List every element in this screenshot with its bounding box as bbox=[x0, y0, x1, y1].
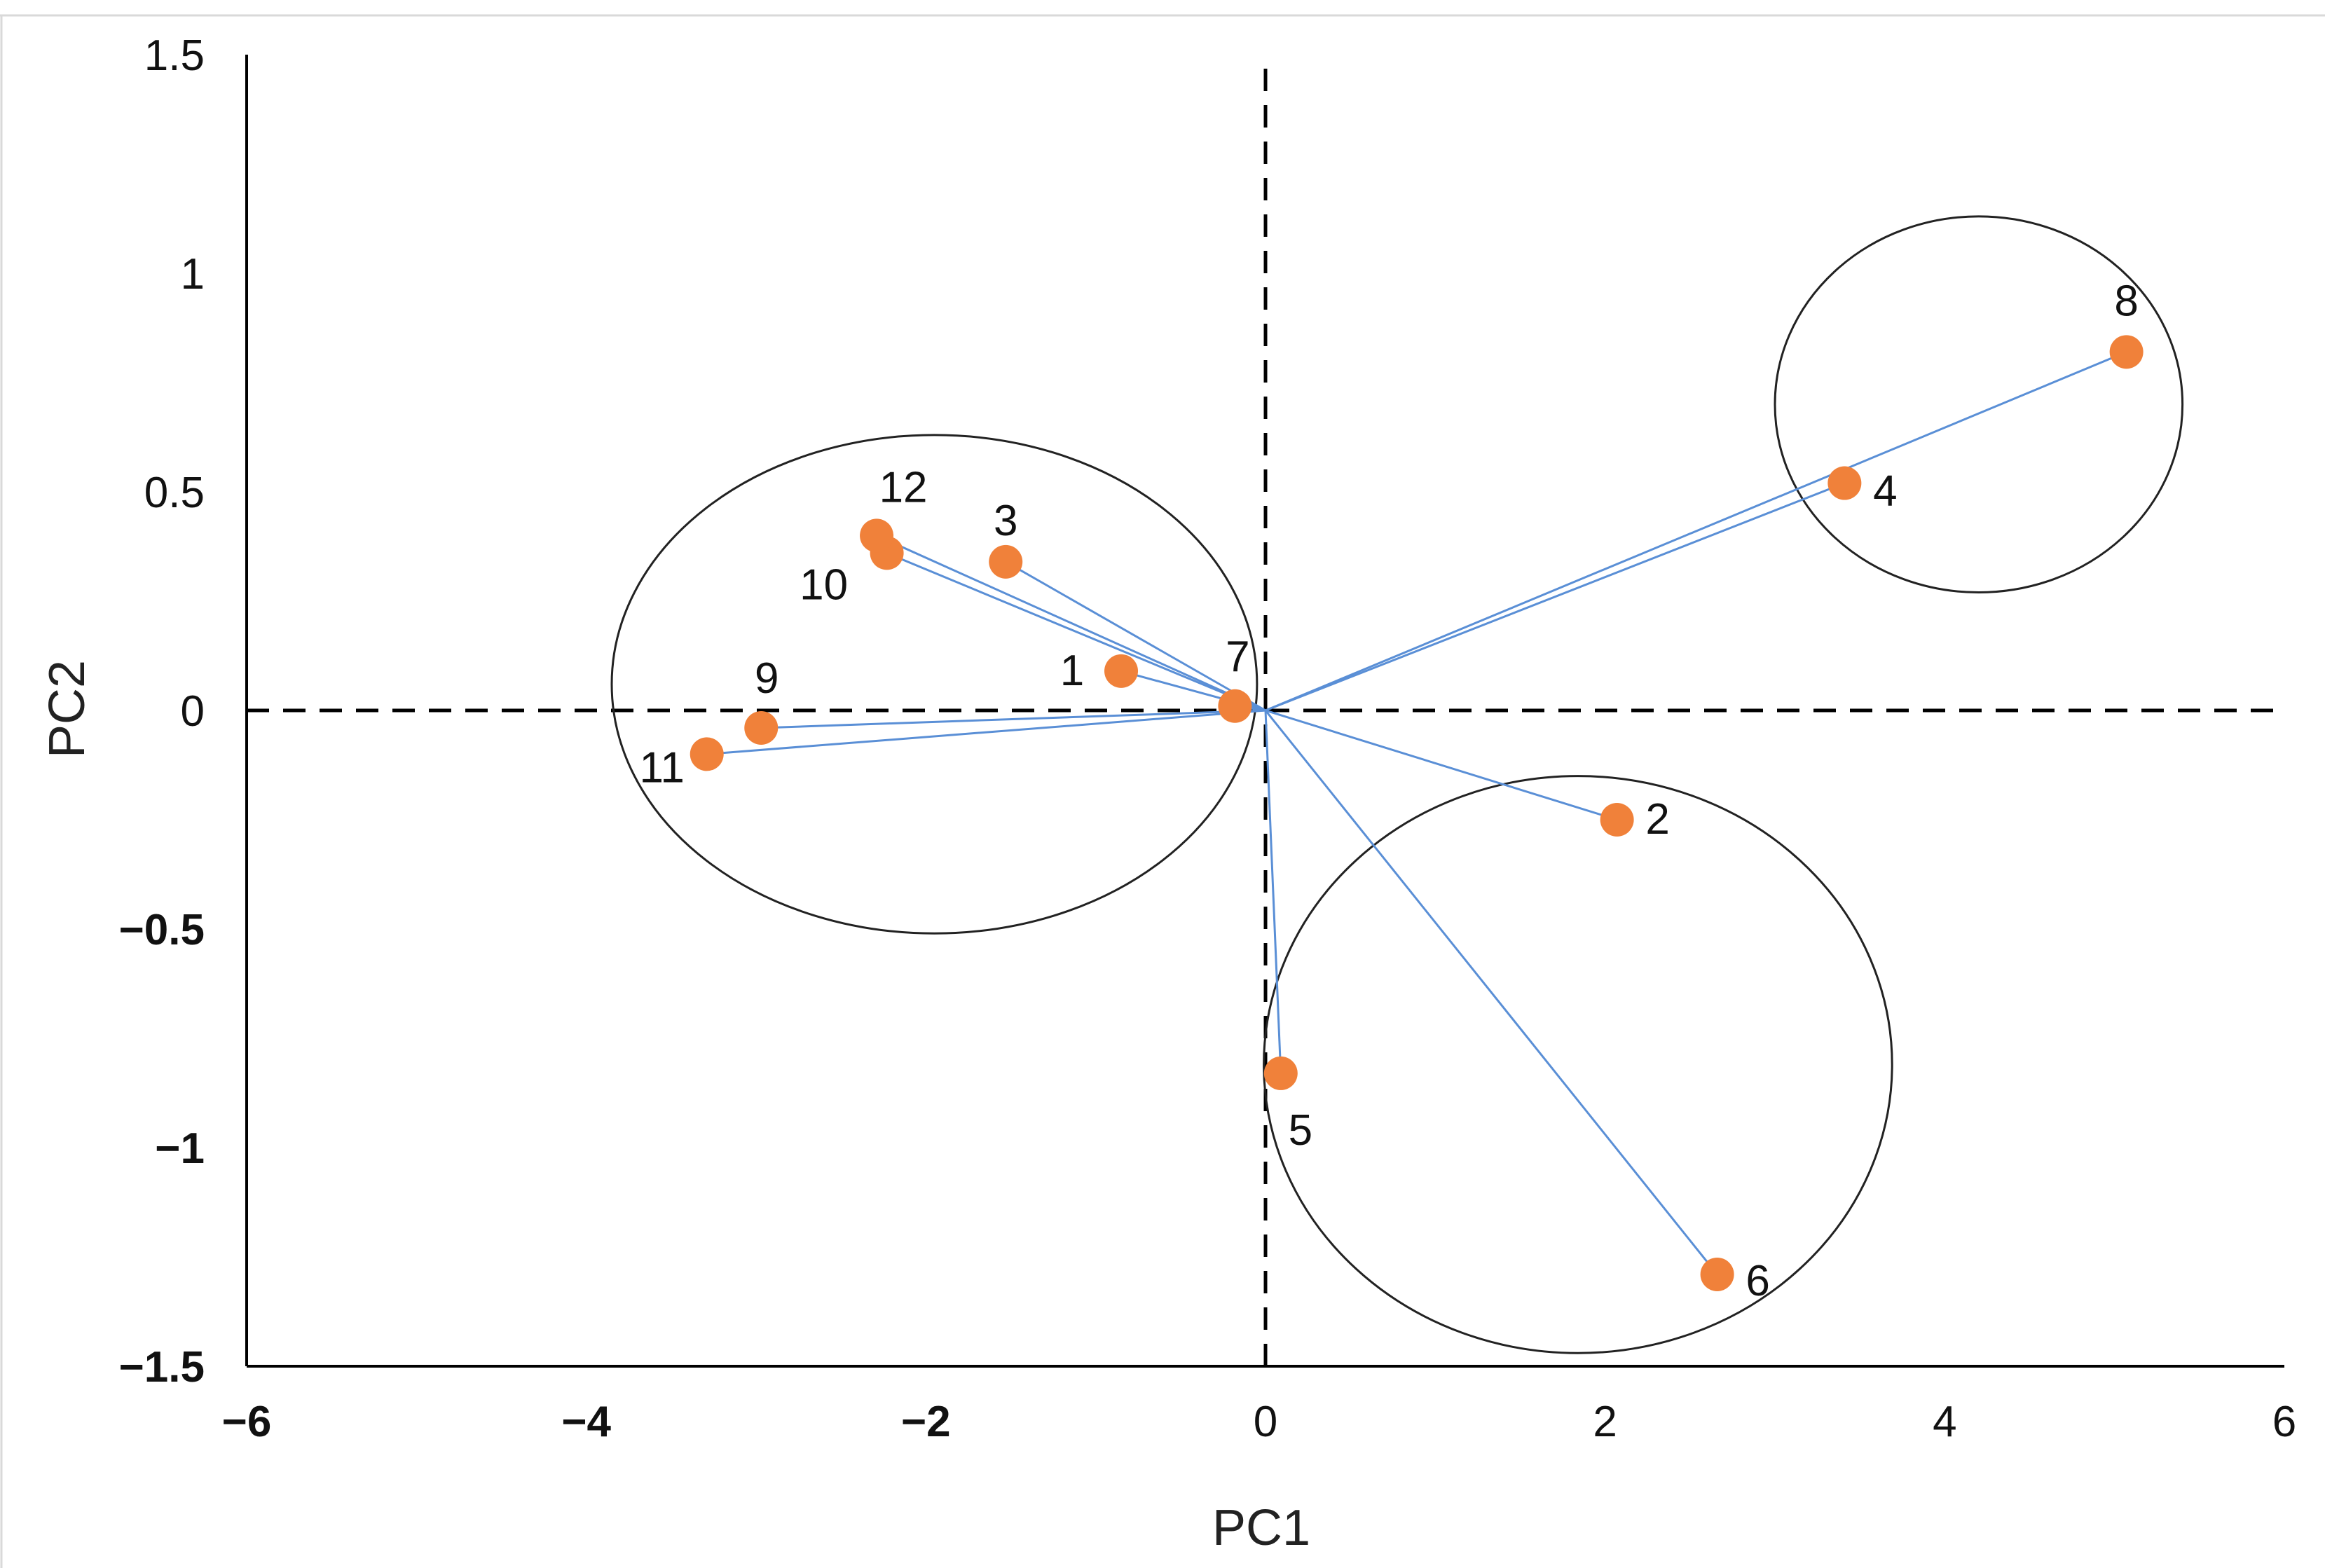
data-point bbox=[1700, 1257, 1734, 1291]
point-label: 11 bbox=[640, 743, 685, 792]
y-axis-title: PC2 bbox=[39, 660, 95, 758]
x-tick-label: 0 bbox=[1254, 1398, 1277, 1446]
data-point bbox=[744, 710, 779, 745]
y-tick-label: 0 bbox=[181, 687, 205, 736]
y-tick-label: −1 bbox=[155, 1125, 205, 1173]
reference-lines-layer bbox=[247, 69, 2284, 1366]
y-tick-label: −1.5 bbox=[119, 1343, 205, 1391]
x-tick-label: 4 bbox=[1933, 1398, 1956, 1446]
cluster-ellipses-layer bbox=[610, 215, 2184, 1354]
data-point bbox=[1104, 654, 1139, 688]
point-label: 6 bbox=[1746, 1257, 1769, 1305]
vector-line bbox=[1264, 710, 1282, 1073]
point-label: 7 bbox=[1226, 633, 1249, 681]
vector-line bbox=[886, 551, 1266, 712]
data-point bbox=[2109, 335, 2144, 369]
vector-line bbox=[761, 709, 1266, 729]
point-label: 9 bbox=[755, 654, 779, 703]
vector-line bbox=[1265, 482, 1845, 712]
point-label: 4 bbox=[1873, 467, 1897, 516]
vector-line bbox=[1005, 561, 1266, 712]
point-label: 2 bbox=[1645, 795, 1669, 844]
data-point bbox=[1600, 803, 1634, 837]
data-point bbox=[1218, 689, 1252, 723]
point-label: 12 bbox=[879, 463, 928, 511]
point-label: 10 bbox=[800, 561, 848, 609]
vector-line bbox=[1264, 710, 1718, 1275]
x-tick-label: 2 bbox=[1593, 1398, 1617, 1446]
x-tick-label: 6 bbox=[2272, 1398, 2296, 1446]
vector-line bbox=[876, 535, 1266, 712]
data-point bbox=[989, 544, 1023, 579]
x-tick-label: −4 bbox=[561, 1398, 611, 1446]
point-label: 8 bbox=[2114, 277, 2138, 325]
cluster-ellipse bbox=[1774, 215, 2184, 594]
cluster-ellipse bbox=[610, 434, 1258, 935]
point-label: 3 bbox=[994, 497, 1017, 545]
points-layer bbox=[690, 335, 2144, 1291]
x-tick-label: −2 bbox=[901, 1398, 951, 1446]
point-label: 5 bbox=[1289, 1106, 1312, 1155]
data-point bbox=[1827, 466, 1862, 500]
data-point bbox=[690, 737, 724, 771]
data-point bbox=[1263, 1056, 1298, 1090]
cluster-ellipse bbox=[1263, 775, 1893, 1354]
y-tick-label: 1.5 bbox=[144, 32, 205, 80]
y-tick-label: 1 bbox=[181, 250, 205, 298]
x-axis-title: PC1 bbox=[1212, 1500, 1310, 1556]
vector-line bbox=[1265, 709, 1618, 821]
vectors-layer bbox=[706, 350, 2127, 1275]
axes-layer: −6 −4 −2 0 2 4 6 1.5 1 0.5 0 −0.5 −1 −1.5 bbox=[119, 32, 2297, 1446]
y-tick-label: 0.5 bbox=[144, 469, 205, 517]
x-tick-label: −6 bbox=[222, 1398, 272, 1446]
data-point bbox=[860, 518, 894, 553]
vector-line bbox=[1265, 350, 2127, 712]
y-tick-label: −0.5 bbox=[119, 906, 205, 954]
vector-line bbox=[706, 709, 1266, 755]
point-label: 1 bbox=[1060, 647, 1084, 695]
